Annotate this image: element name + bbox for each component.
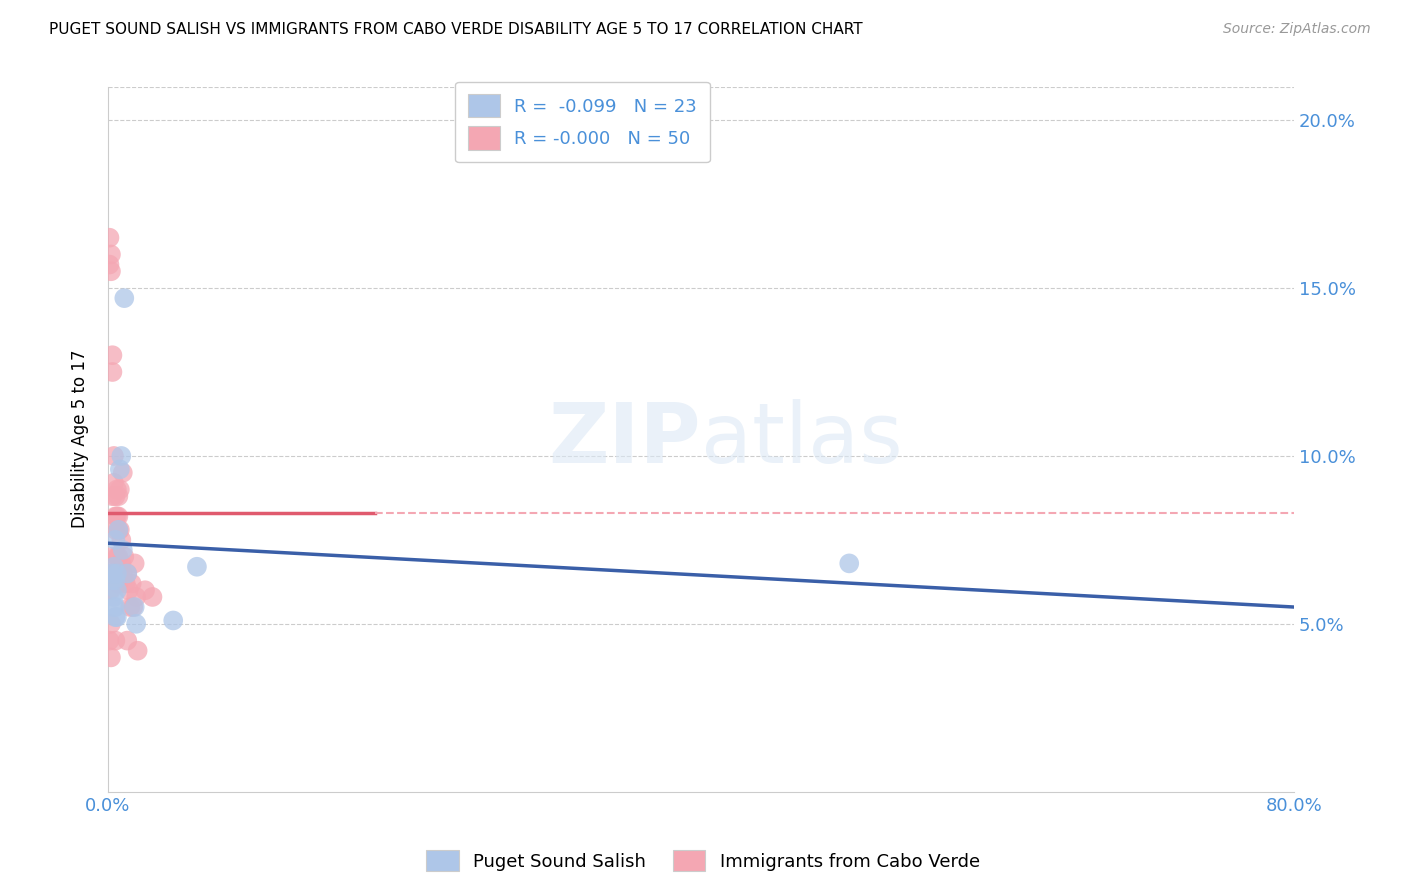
Point: [100, 650, 122, 665]
Point: [108, 462, 131, 476]
Point: [101, 573, 124, 587]
Point: [127, 643, 149, 657]
Point: [104, 600, 127, 615]
Point: [110, 557, 132, 571]
Point: [112, 291, 135, 305]
Legend: R =  -0.099   N = 23, R = -0.000   N = 50: R = -0.099 N = 23, R = -0.000 N = 50: [456, 81, 710, 162]
Point: [103, 449, 125, 463]
Y-axis label: Disability Age 5 to 17: Disability Age 5 to 17: [72, 350, 89, 528]
Point: [104, 533, 127, 547]
Point: [122, 600, 145, 615]
Point: [111, 543, 134, 558]
Point: [101, 489, 124, 503]
Text: Source: ZipAtlas.com: Source: ZipAtlas.com: [1223, 22, 1371, 37]
Point: [98, 258, 121, 272]
Point: [103, 475, 125, 490]
Point: [101, 566, 124, 581]
Point: [134, 583, 156, 598]
Point: [105, 549, 128, 564]
Text: ZIP: ZIP: [548, 399, 702, 480]
Point: [186, 559, 208, 574]
Point: [103, 600, 125, 615]
Point: [105, 483, 128, 497]
Point: [103, 559, 125, 574]
Point: [120, 600, 142, 615]
Point: [105, 583, 128, 598]
Point: [100, 264, 122, 278]
Point: [103, 590, 125, 604]
Point: [110, 533, 132, 547]
Text: PUGET SOUND SALISH VS IMMIGRANTS FROM CABO VERDE DISABILITY AGE 5 TO 17 CORRELAT: PUGET SOUND SALISH VS IMMIGRANTS FROM CA…: [49, 22, 863, 37]
Point: [117, 566, 139, 581]
Text: atlas: atlas: [702, 399, 903, 480]
Point: [117, 566, 139, 581]
Point: [105, 610, 128, 624]
Point: [107, 509, 129, 524]
Point: [112, 549, 135, 564]
Point: [107, 549, 129, 564]
Point: [100, 616, 122, 631]
Point: [104, 633, 127, 648]
Point: [101, 566, 124, 581]
Point: [141, 590, 163, 604]
Point: [104, 610, 127, 624]
Point: [118, 583, 141, 598]
Point: [100, 247, 122, 261]
Point: [111, 566, 134, 581]
Point: [108, 523, 131, 537]
Legend: Puget Sound Salish, Immigrants from Cabo Verde: Puget Sound Salish, Immigrants from Cabo…: [419, 843, 987, 879]
Point: [121, 576, 143, 591]
Point: [98, 583, 121, 598]
Point: [125, 590, 148, 604]
Point: [104, 573, 127, 587]
Point: [105, 566, 128, 581]
Point: [107, 576, 129, 591]
Point: [107, 523, 129, 537]
Point: [108, 566, 131, 581]
Point: [100, 583, 122, 598]
Point: [111, 466, 134, 480]
Point: [104, 489, 127, 503]
Point: [104, 566, 127, 581]
Point: [103, 566, 125, 581]
Point: [101, 348, 124, 362]
Point: [98, 230, 121, 244]
Point: [125, 616, 148, 631]
Point: [101, 549, 124, 564]
Point: [124, 600, 146, 615]
Point: [114, 576, 136, 591]
Point: [838, 557, 860, 571]
Point: [105, 509, 128, 524]
Point: [110, 449, 132, 463]
Point: [98, 633, 121, 648]
Point: [104, 523, 127, 537]
Point: [124, 557, 146, 571]
Point: [107, 523, 129, 537]
Point: [162, 614, 184, 628]
Point: [107, 489, 129, 503]
Point: [108, 483, 131, 497]
Point: [117, 633, 139, 648]
Point: [104, 509, 127, 524]
Point: [101, 365, 124, 379]
